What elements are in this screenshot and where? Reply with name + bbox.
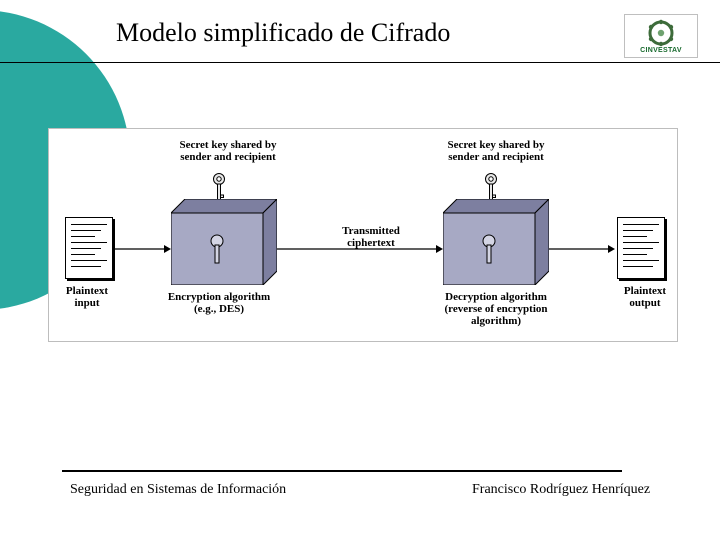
arrow-enc-to-dec [277, 244, 443, 254]
rule-top [0, 62, 720, 63]
plaintext-output-doc [617, 217, 665, 279]
rule-bottom [62, 470, 622, 472]
page-title: Modelo simplificado de Cifrado [116, 18, 450, 48]
label-key-right: Secret key shared by sender and recipien… [421, 139, 571, 163]
label-plaintext-output: Plaintext output [617, 285, 673, 309]
logo-mark-icon [644, 19, 678, 47]
cinvestav-logo: CINVESTAV [624, 14, 698, 58]
label-plaintext-input: Plaintext input [59, 285, 115, 309]
plaintext-input-doc [65, 217, 113, 279]
cipher-diagram: Secret key shared by sender and recipien… [48, 128, 678, 342]
encryption-box [171, 199, 277, 285]
decryption-box [443, 199, 549, 285]
label-key-left: Secret key shared by sender and recipien… [153, 139, 303, 163]
arrow-in-to-enc [115, 244, 171, 254]
arrow-dec-to-out [549, 244, 615, 254]
logo-text: CINVESTAV [640, 47, 682, 54]
label-decryption-algo: Decryption algorithm (reverse of encrypt… [421, 291, 571, 327]
footer-left: Seguridad en Sistemas de Información [70, 482, 286, 498]
label-encryption-algo: Encryption algorithm (e.g., DES) [149, 291, 289, 315]
footer-right: Francisco Rodríguez Henríquez [472, 482, 650, 498]
